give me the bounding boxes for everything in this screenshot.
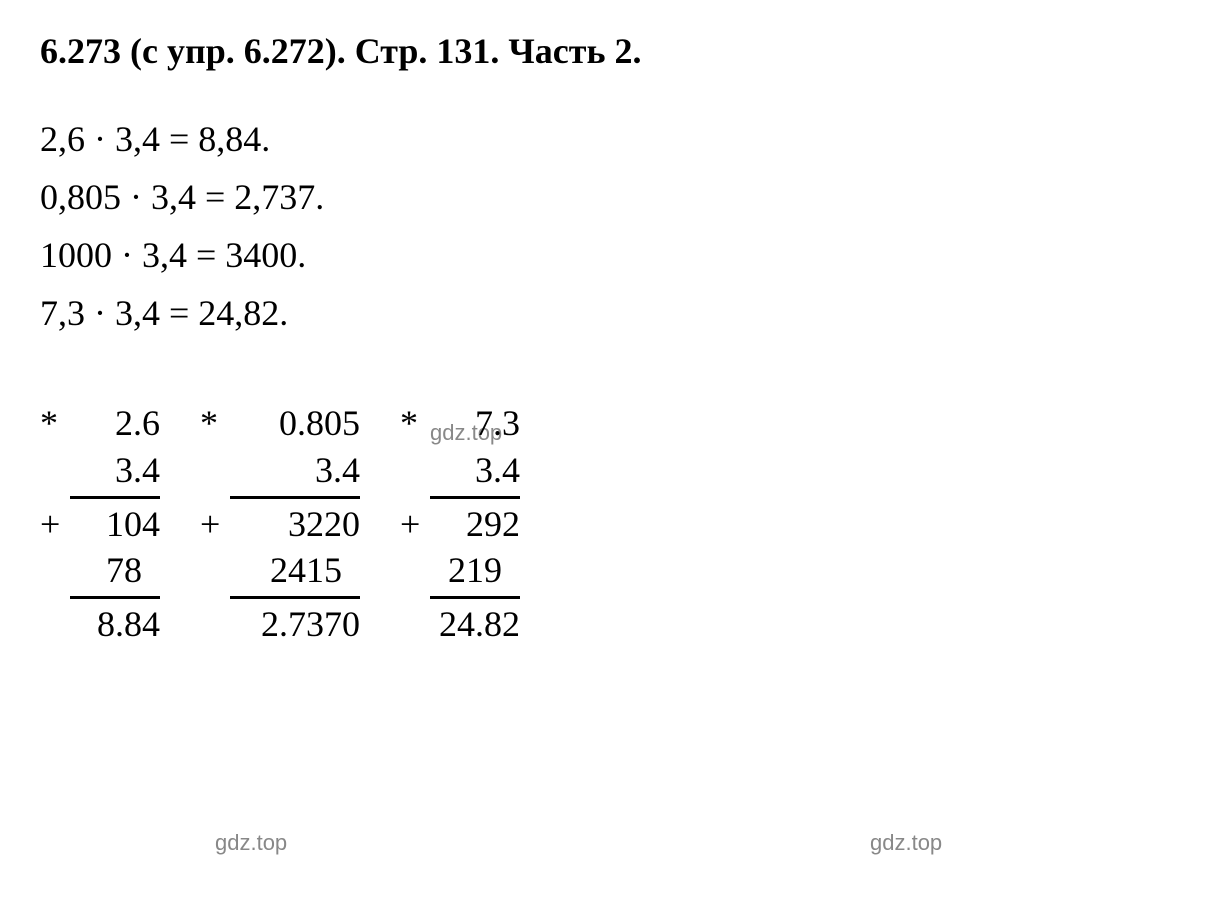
mult2-line1: * 0.805 [230, 400, 360, 447]
mult1-partial2: 78 [70, 547, 160, 594]
mult2-underline2 [230, 596, 360, 599]
mult3-partial2: 219 [430, 547, 520, 594]
long-multiplication-block: * 2.6 3.4 + 104 78 8.84 * 0.805 3.4 + 32… [40, 400, 1182, 648]
mult2-result-val: 2.7370 [261, 601, 360, 648]
mult3-operand1: 7.3 [475, 400, 520, 447]
mult1-underline1 [70, 496, 160, 499]
asterisk-icon: * [40, 400, 58, 447]
mult1-partial2-val: 78 [106, 547, 142, 594]
long-mult-3: * 7.3 3.4 + 292 219 24.82 [400, 400, 520, 648]
mult2-partial2: 2415 [230, 547, 360, 594]
equations-block: 2,6 · 3,4 = 8,84. 0,805 · 3,4 = 2,737. 1… [40, 112, 1182, 340]
mult2-operand1: 0.805 [279, 400, 360, 447]
equation-4: 7,3 · 3,4 = 24,82. [40, 286, 1182, 340]
mult2-result: 2.7370 [230, 601, 360, 648]
mult3-underline2 [430, 596, 520, 599]
mult3-line1: * 7.3 [430, 400, 520, 447]
mult3-partial2-val: 219 [448, 547, 502, 594]
mult3-line2: 3.4 [430, 447, 520, 494]
plus-icon: + [40, 501, 60, 548]
mult3-partial1-val: 292 [466, 501, 520, 548]
plus-icon: + [400, 501, 420, 548]
mult1-result: 8.84 [70, 601, 160, 648]
plus-icon: + [200, 501, 220, 548]
equation-3: 1000 · 3,4 = 3400. [40, 228, 1182, 282]
mult1-line1: * 2.6 [70, 400, 160, 447]
equation-1: 2,6 · 3,4 = 8,84. [40, 112, 1182, 166]
mult2-partial2-val: 2415 [270, 547, 342, 594]
mult3-partial1: + 292 [430, 501, 520, 548]
mult2-underline1 [230, 496, 360, 499]
mult1-partial1: + 104 [70, 501, 160, 548]
mult3-result-val: 24.82 [439, 601, 520, 648]
mult3-underline1 [430, 496, 520, 499]
mult3-operand2: 3.4 [475, 447, 520, 494]
mult2-operand2: 3.4 [315, 447, 360, 494]
watermark-2: gdz.top [215, 830, 287, 856]
mult1-underline2 [70, 596, 160, 599]
equation-2: 0,805 · 3,4 = 2,737. [40, 170, 1182, 224]
mult1-operand2: 3.4 [115, 447, 160, 494]
asterisk-icon: * [400, 400, 418, 447]
mult2-line2: 3.4 [230, 447, 360, 494]
asterisk-icon: * [200, 400, 218, 447]
mult1-line2: 3.4 [70, 447, 160, 494]
mult2-partial1: + 3220 [230, 501, 360, 548]
mult2-partial1-val: 3220 [288, 501, 360, 548]
mult1-partial1-val: 104 [106, 501, 160, 548]
mult3-result: 24.82 [430, 601, 520, 648]
long-mult-2: * 0.805 3.4 + 3220 2415 2.7370 [200, 400, 360, 648]
watermark-3: gdz.top [870, 830, 942, 856]
page-heading: 6.273 (с упр. 6.272). Стр. 131. Часть 2. [40, 30, 1182, 72]
mult1-operand1: 2.6 [115, 400, 160, 447]
mult1-result-val: 8.84 [97, 601, 160, 648]
long-mult-1: * 2.6 3.4 + 104 78 8.84 [40, 400, 160, 648]
